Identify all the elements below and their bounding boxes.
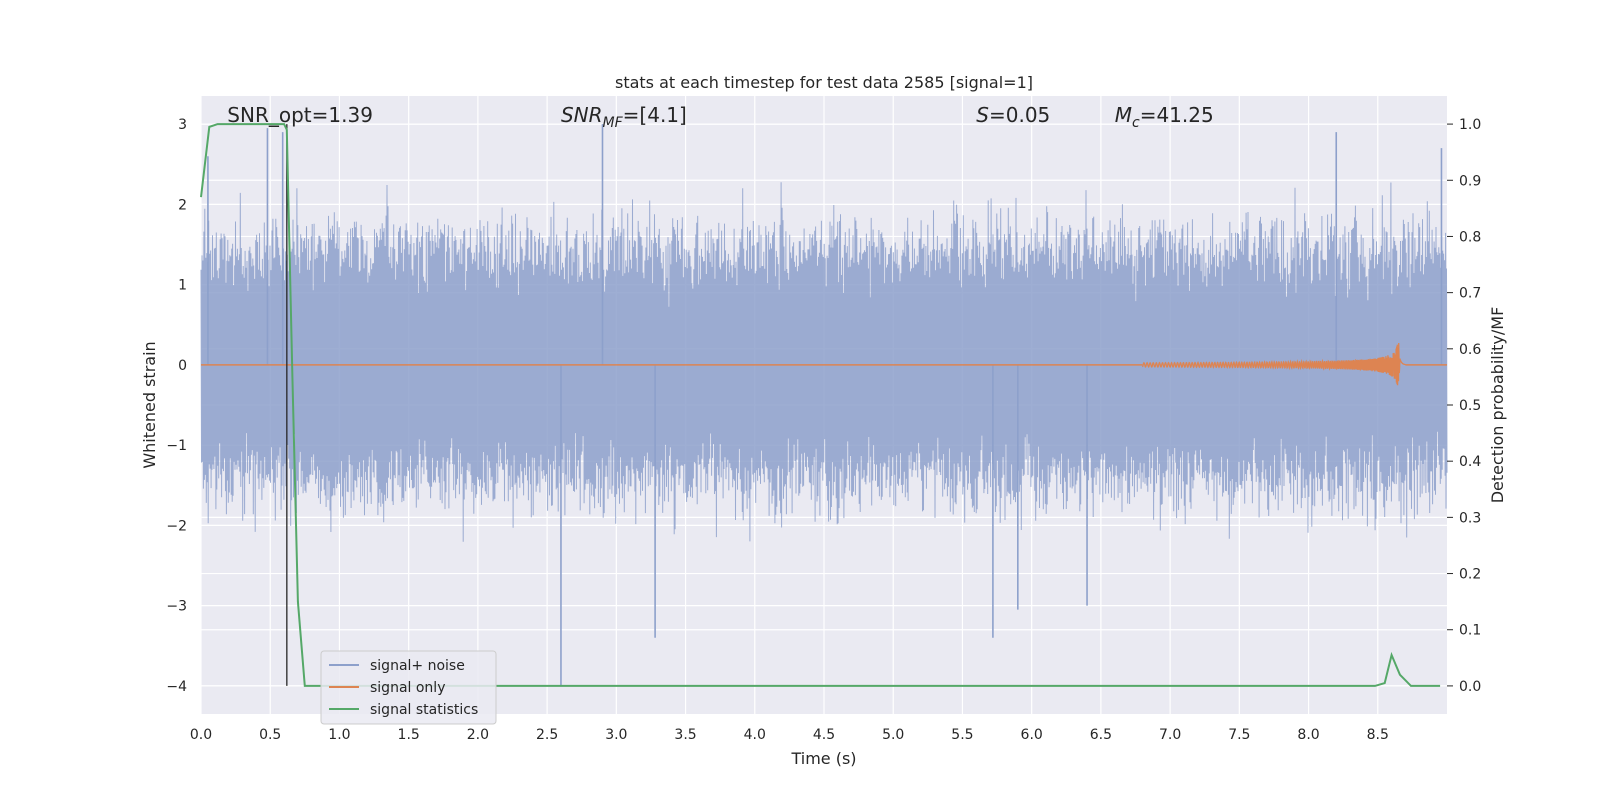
x-tick-label: 7.0 [1159,727,1181,743]
y-tick-label: −3 [166,599,187,615]
x-tick-label: 5.0 [882,727,904,743]
x-tick-label: 8.5 [1367,727,1389,743]
x-tick-label: 3.5 [674,727,696,743]
y-axis-label: Whitened strain [140,341,159,468]
x-tick-label: 8.0 [1297,727,1319,743]
chart-title: stats at each timestep for test data 258… [615,73,1033,92]
legend-label-signal-plus-noise: signal+ noise [370,658,465,674]
series-signal-statistics-line [200,123,1441,687]
annotation-1: SNRMF=[4.1] [561,103,687,131]
y2-tick-label: 0.4 [1459,454,1481,470]
x-tick-label: 6.0 [1021,727,1043,743]
series-signal-plus-noise-line [200,182,1448,542]
x-tick-label: 4.5 [813,727,835,743]
y-tick-label: −4 [166,679,187,695]
x-tick-label: 1.5 [398,727,420,743]
annotation-2: S=0.05 [976,103,1050,127]
x-tick-label: 3.0 [605,727,627,743]
y2-tick-label: 1.0 [1459,117,1481,133]
x-tick-label: 4.0 [744,727,766,743]
annotation-3: Mc=41.25 [1115,103,1214,131]
legend: signal+ noise signal only signal statist… [320,650,497,725]
annotations: SNR_opt=1.39 SNRMF=[4.1] S=0.05 Mc=41.25 [227,103,1213,131]
x-tick-label: 2.5 [536,727,558,743]
y2-tick-label: 0.6 [1459,342,1481,358]
legend-box [320,650,497,725]
series-signal-plus-noise [200,124,1448,686]
y2-tick-label: 0.3 [1459,510,1481,526]
y2-axis-label: Detection probability/MF [1488,307,1507,504]
x-tick-label: 2.0 [467,727,489,743]
y2-tick-label: 0.8 [1459,229,1481,245]
series-signal-only-chirp [1141,342,1406,386]
annotation-0: SNR_opt=1.39 [227,103,373,127]
x-tick-labels: 0.0 0.5 1.0 1.5 2.0 2.5 3.0 3.5 4.0 4.5 5.0 5.5 6.0 6… [190,727,1389,743]
y2-tick-label: 0.9 [1459,173,1481,189]
legend-label-signal-only: signal only [370,680,445,696]
y-tick-label: 2 [178,197,187,213]
x-tick-label: 7.5 [1228,727,1250,743]
y-tick-label: 0 [178,358,187,374]
x-axis-label: Time (s) [790,749,856,768]
y2-tick-label: 0.1 [1459,623,1481,639]
y-tick-labels: −4 −3 −2 −1 0 1 2 3 [166,117,187,695]
x-tick-label: 5.5 [951,727,973,743]
series-signal-only [201,342,1447,386]
x-tick-label: 0.5 [259,727,281,743]
legend-label-signal-statistics: signal statistics [370,702,478,718]
series-signal-statistics [200,123,1441,687]
y2-tick-label: 0.7 [1459,286,1481,302]
x-tick-label: 1.0 [328,727,350,743]
y-tick-label: 1 [178,278,187,294]
y-tick-label: −2 [166,518,187,534]
y-tick-label: −1 [166,438,187,454]
y2-tick-label: 0.5 [1459,398,1481,414]
x-tick-label: 6.5 [1090,727,1112,743]
y2-tick-label: 0.2 [1459,567,1481,583]
y2-tick-label: 0.0 [1459,679,1481,695]
x-tick-label: 0.0 [190,727,212,743]
y2-tick-labels: 0.0 0.1 0.2 0.3 0.4 0.5 0.6 0.7 0.8 0.9 1.0 [1447,117,1481,695]
y-tick-label: 3 [178,117,187,133]
